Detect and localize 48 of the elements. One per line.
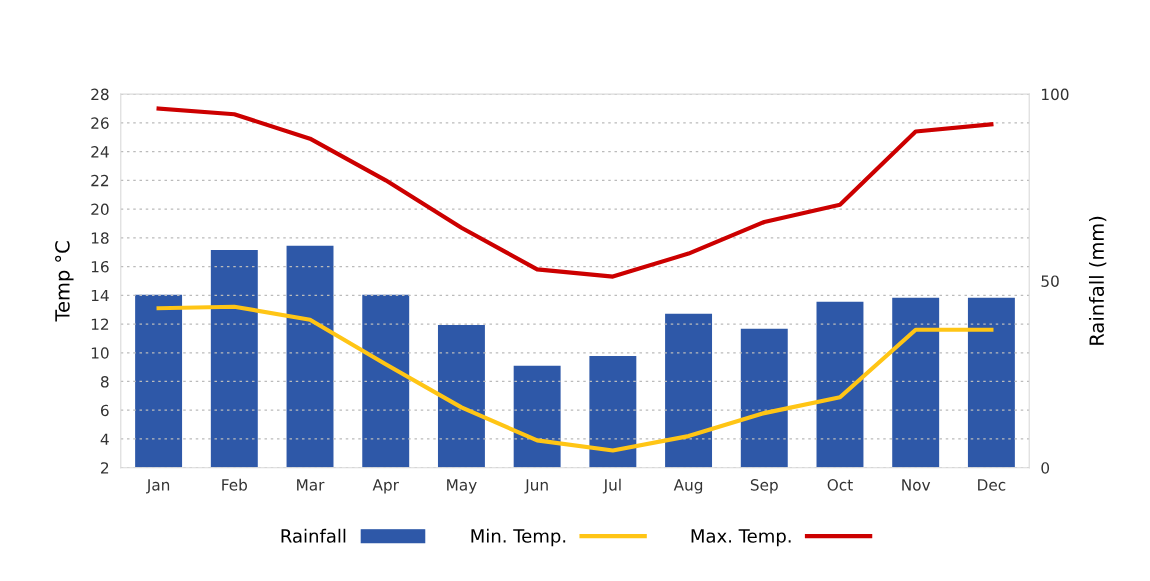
y2-axis-title: Rainfall (mm) bbox=[1088, 216, 1107, 345]
y-tick-label: 28 bbox=[91, 88, 109, 101]
x-tick-label: Apr bbox=[372, 479, 399, 494]
y-tick-label: 18 bbox=[91, 232, 109, 244]
x-tick-label: Mar bbox=[297, 479, 325, 491]
y-tick-label: 24 bbox=[91, 146, 109, 158]
bar bbox=[740, 328, 788, 468]
bar bbox=[589, 356, 637, 468]
y-tick-label: 4 bbox=[100, 433, 109, 445]
y-axis-title: Temp °C bbox=[55, 241, 74, 322]
x-tick-label: Dec bbox=[978, 479, 1006, 491]
y-tick-label: 10 bbox=[91, 347, 109, 359]
y-tick-label: 2 bbox=[101, 462, 109, 474]
y2-tick-label: 0 bbox=[1041, 462, 1050, 474]
legend-label: Max. Temp. bbox=[691, 529, 791, 547]
x-tick-label: Feb bbox=[222, 478, 247, 491]
x-tick-label: Oct bbox=[827, 479, 853, 491]
bar bbox=[286, 245, 334, 468]
bar bbox=[210, 249, 258, 468]
bar bbox=[967, 297, 1015, 468]
x-tick-label: Jul bbox=[602, 478, 621, 494]
y-tick-label: 22 bbox=[91, 174, 109, 187]
bar bbox=[816, 301, 864, 468]
bar bbox=[665, 313, 713, 468]
y-tick-label: 6 bbox=[100, 404, 109, 417]
legend-label: Min. Temp. bbox=[471, 528, 566, 547]
x-tick-label: Jan bbox=[146, 479, 170, 494]
x-tick-label: Nov bbox=[902, 479, 931, 491]
y-tick-label: 8 bbox=[100, 375, 109, 388]
bar bbox=[135, 294, 183, 468]
y-tick-label: 12 bbox=[91, 318, 109, 330]
bar bbox=[362, 294, 410, 468]
y-tick-label: 20 bbox=[91, 203, 109, 216]
bar bbox=[892, 297, 940, 468]
x-tick-label: Jun bbox=[524, 479, 548, 494]
legend-label: Rainfall bbox=[281, 528, 346, 543]
y2-tick-label: 50 bbox=[1041, 275, 1059, 287]
x-tick-label: Aug bbox=[673, 479, 703, 494]
y-tick-label: 26 bbox=[91, 117, 109, 129]
bar bbox=[513, 365, 561, 468]
y2-tick-label: 100 bbox=[1042, 88, 1069, 101]
x-tick-label: Sep bbox=[750, 479, 778, 494]
line-series bbox=[156, 106, 994, 279]
y-tick-label: 16 bbox=[91, 261, 109, 273]
bar bbox=[437, 325, 485, 468]
x-tick-label: May bbox=[447, 479, 477, 494]
line-series bbox=[156, 304, 994, 453]
y-tick-label: 14 bbox=[91, 289, 109, 302]
